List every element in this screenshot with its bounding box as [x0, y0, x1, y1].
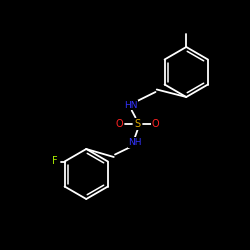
Text: NH: NH	[128, 138, 142, 147]
Text: O: O	[152, 119, 159, 129]
Text: F: F	[52, 156, 58, 166]
Text: S: S	[134, 119, 140, 129]
Text: O: O	[116, 119, 123, 129]
Text: HN: HN	[124, 100, 137, 110]
